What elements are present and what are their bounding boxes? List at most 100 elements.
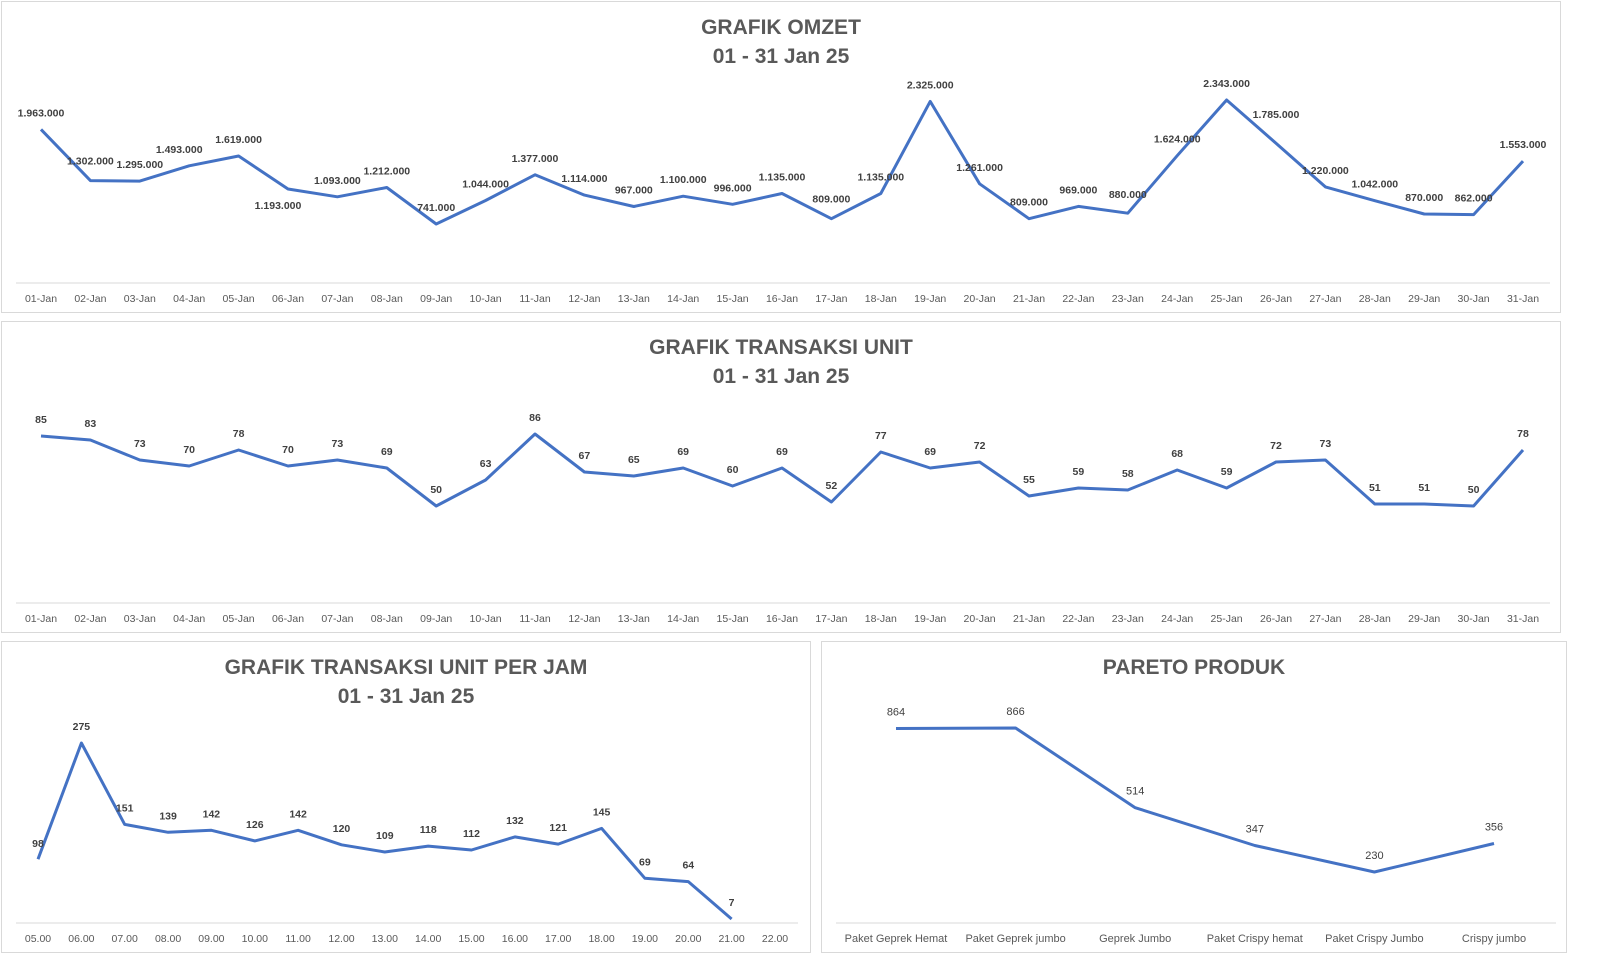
data-label: 1.493.000 xyxy=(156,144,203,156)
data-label: 50 xyxy=(430,484,442,496)
transaksi-unit-chart-plot: 85 83 73 70 78 70 73 69 50 63 86 67 65 69 60 69 52 77 69 72… xyxy=(16,412,1550,625)
x-tick-label: 30-Jan xyxy=(1458,613,1490,625)
data-label: 2.325.000 xyxy=(907,79,954,91)
data-label: 59 xyxy=(1073,466,1085,478)
x-tick-label: 13-Jan xyxy=(618,613,650,625)
x-tick-label: 28-Jan xyxy=(1359,613,1391,625)
x-tick-label: Geprek Jumbo xyxy=(1099,933,1171,945)
data-label: 132 xyxy=(506,815,524,827)
x-tick-label: 16.00 xyxy=(502,933,528,945)
x-tick-label: Crispy jumbo xyxy=(1462,933,1526,945)
data-label: 58 xyxy=(1122,468,1134,480)
data-label: 78 xyxy=(1517,428,1529,440)
data-label: 52 xyxy=(826,480,838,492)
x-tick-label: 03-Jan xyxy=(124,613,156,625)
data-label: 7 xyxy=(729,897,735,909)
data-label: 967.000 xyxy=(615,185,653,197)
data-label: 145 xyxy=(593,806,611,818)
data-label: 83 xyxy=(85,418,97,430)
data-label: 121 xyxy=(549,822,567,834)
x-tick-label: 14-Jan xyxy=(667,613,699,625)
x-tick-label: 21-Jan xyxy=(1013,293,1045,305)
data-label: 73 xyxy=(1320,438,1332,450)
data-label: 230 xyxy=(1365,850,1383,862)
chart-title: PARETO PRODUK xyxy=(1102,656,1286,679)
data-label: 347 xyxy=(1246,824,1264,836)
data-label: 77 xyxy=(875,430,887,442)
data-label: 98 xyxy=(32,838,44,850)
data-label: 356 xyxy=(1485,822,1503,834)
data-label: 55 xyxy=(1023,474,1035,486)
x-tick-label: 07.00 xyxy=(112,933,138,945)
x-tick-label: 11.00 xyxy=(285,933,311,945)
x-tick-label: 14.00 xyxy=(415,933,441,945)
data-label: 1.261.000 xyxy=(956,162,1003,174)
data-label: 1.100.000 xyxy=(660,174,707,186)
data-label: 67 xyxy=(579,450,591,462)
data-label: 51 xyxy=(1418,482,1430,494)
data-label: 59 xyxy=(1221,466,1233,478)
pareto-produk-chart-panel: PARETO PRODUK 864 866 514 347 230 356 Paket Ge… xyxy=(821,641,1567,953)
data-label: 142 xyxy=(203,808,221,820)
data-label: 275 xyxy=(73,721,91,733)
x-tick-label: 06-Jan xyxy=(272,293,304,305)
x-tick-label: 07-Jan xyxy=(321,293,353,305)
x-tick-label: 24-Jan xyxy=(1161,293,1193,305)
x-tick-label: 17.00 xyxy=(545,933,571,945)
x-tick-label: 20-Jan xyxy=(964,613,996,625)
x-tick-label: Paket Crispy hemat xyxy=(1207,933,1303,945)
data-label: 2.343.000 xyxy=(1203,78,1250,90)
x-tick-label: 06-Jan xyxy=(272,613,304,625)
pareto-produk-chart-plot: 864 866 514 347 230 356 Paket Geprek Hemat Pake… xyxy=(836,706,1556,945)
data-label: 73 xyxy=(134,438,146,450)
x-tick-label: 22-Jan xyxy=(1062,613,1094,625)
x-tick-label: 07-Jan xyxy=(321,613,353,625)
x-tick-label: 20-Jan xyxy=(964,293,996,305)
data-label: 151 xyxy=(116,802,134,814)
x-tick-label: 09.00 xyxy=(198,933,224,945)
data-label: 120 xyxy=(333,823,351,835)
data-label: 1.220.000 xyxy=(1302,165,1349,177)
x-tick-label: 18-Jan xyxy=(865,293,897,305)
data-label: 1.114.000 xyxy=(561,173,607,185)
data-label: 1.785.000 xyxy=(1253,109,1300,121)
x-tick-label: 06.00 xyxy=(68,933,94,945)
x-tick-label: 13.00 xyxy=(372,933,398,945)
chart-title: GRAFIK TRANSAKSI UNIT PER JAM xyxy=(224,656,588,679)
data-label: 1.377.000 xyxy=(512,153,559,165)
data-label: 72 xyxy=(974,440,986,452)
data-label: 1.295.000 xyxy=(116,159,163,171)
omzet-chart-plot: 1.963.000 1.302.000 1.295.000 1.493.000 1.61… xyxy=(16,78,1550,305)
data-label: 969.000 xyxy=(1059,184,1097,196)
data-label: 809.000 xyxy=(812,194,850,206)
series-line xyxy=(36,741,733,921)
x-tick-label: 30-Jan xyxy=(1458,293,1490,305)
x-tick-label: 23-Jan xyxy=(1112,613,1144,625)
chart-subtitle: 01 - 31 Jan 25 xyxy=(337,685,475,708)
data-label: 1.624.000 xyxy=(1154,134,1201,146)
x-tick-label: 17-Jan xyxy=(815,613,847,625)
x-tick-label: 03-Jan xyxy=(124,293,156,305)
x-tick-label: 10-Jan xyxy=(470,293,502,305)
data-label: 70 xyxy=(282,444,294,456)
data-label: 1.963.000 xyxy=(18,107,65,119)
x-tick-label: 20.00 xyxy=(675,933,701,945)
x-tick-label: 12-Jan xyxy=(568,293,600,305)
x-tick-label: 22.00 xyxy=(762,933,788,945)
x-tick-label: 08.00 xyxy=(155,933,181,945)
x-tick-label: 26-Jan xyxy=(1260,613,1292,625)
data-label: 63 xyxy=(480,458,492,470)
x-tick-label: 29-Jan xyxy=(1408,293,1440,305)
data-label: 69 xyxy=(639,856,651,868)
x-tick-label: 09-Jan xyxy=(420,613,452,625)
x-tick-label: 09-Jan xyxy=(420,293,452,305)
data-label: 70 xyxy=(183,444,195,456)
data-label: 139 xyxy=(159,810,177,822)
x-tick-label: 25-Jan xyxy=(1211,293,1243,305)
data-label: 514 xyxy=(1126,786,1144,798)
x-tick-label: 02-Jan xyxy=(74,613,106,625)
data-label: 126 xyxy=(246,819,264,831)
x-tick-label: 01-Jan xyxy=(25,293,57,305)
data-label: 1.093.000 xyxy=(314,175,361,187)
x-tick-label: 31-Jan xyxy=(1507,613,1539,625)
